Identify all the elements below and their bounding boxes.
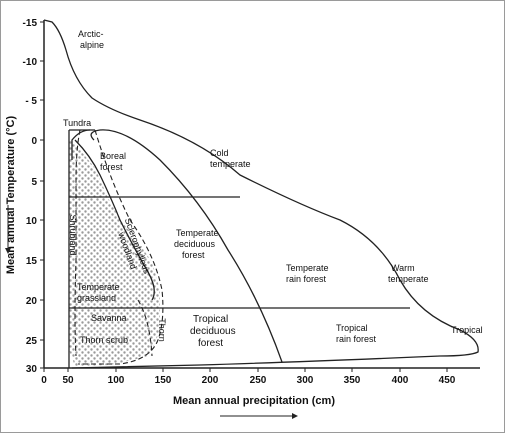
x-direction-arrow: [220, 413, 298, 419]
x-tick-label: 100: [108, 375, 125, 386]
x-tick-label: 400: [392, 375, 409, 386]
y-tick-label: 10: [26, 216, 38, 227]
y-tick-label: 5: [31, 177, 37, 188]
region-label-temperate-rain-forest: Temperate rain forest: [286, 263, 331, 284]
y-tick-label: -10: [23, 57, 38, 68]
region-label-thorn: Thorn: [157, 318, 167, 342]
x-tick-label: 200: [202, 375, 219, 386]
region-label-temperate-grassland: Temperate grassland: [77, 282, 122, 303]
region-label-tropical-rain-forest: Tropical rain forest: [336, 323, 377, 344]
y-tick-label: 15: [26, 256, 38, 267]
boreal-forest-curve: [90, 129, 283, 363]
thorn-dashed-boundary: [137, 299, 153, 357]
region-label-tropical: Tropical: [451, 325, 483, 335]
x-tick-label: 450: [439, 375, 456, 386]
y-tick-label: 30: [26, 364, 38, 375]
outer-envelope-curve: [43, 19, 479, 369]
y-tick-marks: [40, 21, 44, 369]
x-tick-label: 250: [250, 375, 267, 386]
x-tick-label: 300: [297, 375, 314, 386]
region-label-temperate-deciduous: Temperate deciduous forest: [174, 228, 221, 260]
region-label-arctic-alpine: Arctic- alpine: [78, 29, 106, 50]
y-tick-label: 0: [31, 136, 37, 147]
y-tick-label: 20: [26, 296, 38, 307]
x-tick-label: 350: [344, 375, 361, 386]
region-label-warm-temperate: Warm temperate: [388, 263, 429, 284]
y-tick-label: 25: [26, 336, 38, 347]
y-direction-arrow: [5, 205, 11, 254]
x-tick-marks: [43, 368, 448, 372]
x-tick-label: 150: [155, 375, 172, 386]
x-tick-label: 50: [62, 375, 74, 386]
region-label-savanna: Savanna: [91, 313, 127, 323]
y-tick-label: - 5: [25, 96, 37, 107]
shrubland-dashed-boundary: [74, 129, 81, 357]
region-label-thorn-scrub: Thorn scrub: [80, 335, 128, 345]
region-label-cold-temperate: Cold temperate: [210, 148, 251, 169]
region-label-shrubland: Shrubland: [68, 214, 78, 255]
region-label-boreal-forest: Boreal forest: [100, 151, 129, 172]
region-label-tundra: Tundra: [63, 118, 91, 128]
x-axis-title: Mean annual precipitation (cm): [173, 395, 335, 407]
x-tick-label: 0: [41, 375, 47, 386]
dry-zone-solid-curve: [74, 139, 155, 301]
region-label-tropical-deciduous: Tropical deciduous forest: [190, 314, 238, 349]
y-tick-label: -15: [23, 18, 38, 29]
